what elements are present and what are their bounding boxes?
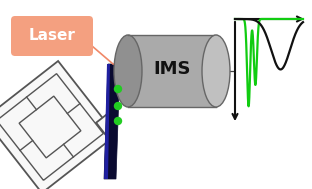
Polygon shape — [104, 64, 120, 179]
Ellipse shape — [202, 35, 230, 107]
Polygon shape — [0, 61, 116, 189]
Bar — [128, 35, 216, 107]
Text: IMS: IMS — [153, 60, 191, 78]
Text: Laser: Laser — [29, 29, 76, 43]
Circle shape — [115, 85, 121, 92]
Polygon shape — [96, 115, 115, 140]
Polygon shape — [104, 64, 110, 179]
Circle shape — [115, 118, 121, 125]
Circle shape — [115, 102, 121, 109]
FancyBboxPatch shape — [11, 16, 93, 56]
Ellipse shape — [114, 35, 142, 107]
